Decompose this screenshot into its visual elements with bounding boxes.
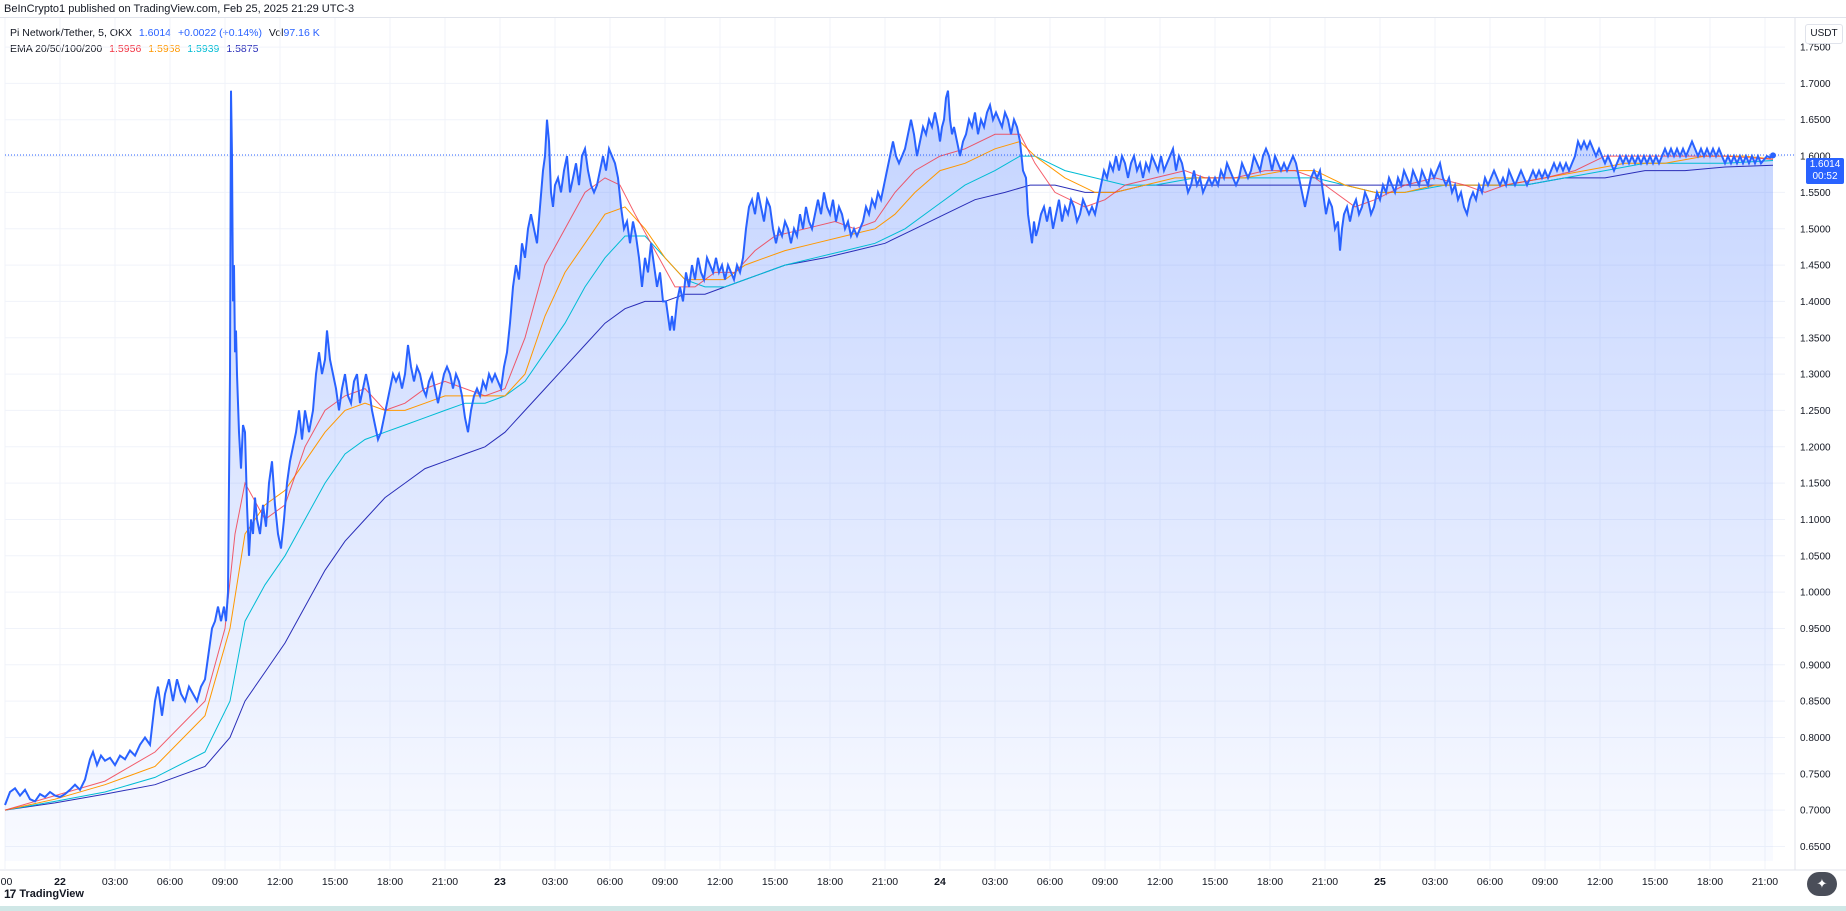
price-axis[interactable]: 0.6500 0.7000 0.7500 0.8000 0.8500 0.9000 0.95… [1800, 43, 1831, 853]
symbol-label[interactable]: Pi Network/Tether, 5, OKX [10, 27, 132, 39]
x-tick-label: 18:00 [1697, 876, 1723, 886]
y-tick-label: 1.2000 [1800, 442, 1831, 453]
ema50-value: 1.5958 [148, 43, 181, 55]
x-tick-label: 09:00 [652, 876, 678, 886]
x-tick-label: 15:00 [1202, 876, 1228, 886]
published-text: BeInCrypto1 published on TradingView.com… [4, 3, 355, 15]
x-tick-label: 09:00 [212, 876, 238, 886]
y-tick-label: 1.7500 [1800, 43, 1831, 54]
y-tick-label: 1.4500 [1800, 261, 1831, 272]
symbol-row[interactable]: Pi Network/Tether, 5, OKX 1.6014 +0.0022… [10, 25, 320, 41]
tradingview-logo-text: TradingView [19, 888, 84, 900]
published-header: BeInCrypto1 published on TradingView.com… [0, 0, 1846, 18]
x-tick-label: 12:00 [267, 876, 293, 886]
y-tick-label: 1.6000 [1800, 152, 1831, 163]
magic-wand-button[interactable]: ✦ [1807, 872, 1837, 896]
x-tick-label: 03:00 [1422, 876, 1448, 886]
x-tick-label: 06:00 [1037, 876, 1063, 886]
bar-countdown: 00:52 [1812, 171, 1838, 182]
x-tick-label: 18:00 [817, 876, 843, 886]
y-tick-label: 1.5500 [1800, 188, 1831, 199]
x-tick-label: 06:00 [597, 876, 623, 886]
price-area-fill [5, 90, 1773, 861]
y-tick-label: 1.0500 [1800, 551, 1831, 562]
x-tick-label: 06:00 [157, 876, 183, 886]
price-chart[interactable]: 0.6500 0.7000 0.7500 0.8000 0.8500 0.9000 0.95… [0, 18, 1846, 886]
x-tick-label: 15:00 [762, 876, 788, 886]
x-tick-label: 03:00 [542, 876, 568, 886]
bottom-strip [0, 906, 1846, 911]
y-tick-label: 1.1500 [1800, 479, 1831, 490]
y-tick-label: 1.1000 [1800, 515, 1831, 526]
tradingview-icon: 17 [4, 887, 16, 901]
y-tick-label: 0.7000 [1800, 806, 1831, 817]
x-tick-label: 23 [494, 876, 506, 886]
x-tick-label: 24 [934, 876, 946, 886]
x-tick-label: 12:00 [1587, 876, 1613, 886]
chart-legend: Pi Network/Tether, 5, OKX 1.6014 +0.0022… [10, 25, 320, 57]
y-tick-label: 0.9500 [1800, 624, 1831, 635]
y-tick-label: 1.4000 [1800, 297, 1831, 308]
ema50-line [4, 140, 1774, 811]
ema200-value: 1.5875 [226, 43, 259, 55]
y-tick-label: 1.6500 [1800, 115, 1831, 126]
x-tick-label: 12:00 [1147, 876, 1173, 886]
x-tick-label: 15:00 [322, 876, 348, 886]
y-tick-label: 1.5000 [1800, 224, 1831, 235]
ema-row[interactable]: EMA 20/50/100/200 1.5956 1.5958 1.5939 1… [10, 41, 320, 57]
y-tick-label: 0.9000 [1800, 660, 1831, 671]
price-line [4, 90, 1774, 806]
x-tick-label: 09:00 [1092, 876, 1118, 886]
time-axis[interactable]: :00 22 03:00 06:00 09:00 12:00 15:00 18:00 21:00… [0, 876, 1778, 886]
y-tick-label: 1.3000 [1800, 370, 1831, 381]
x-tick-label: 15:00 [1642, 876, 1668, 886]
y-tick-label: 0.6500 [1800, 842, 1831, 853]
x-tick-label: 03:00 [102, 876, 128, 886]
x-tick-label: 18:00 [377, 876, 403, 886]
x-tick-label: 21:00 [1752, 876, 1778, 886]
x-tick-label: 09:00 [1532, 876, 1558, 886]
ema100-value: 1.5939 [187, 43, 220, 55]
ema20-value: 1.5956 [109, 43, 142, 55]
x-tick-label: :00 [0, 876, 12, 886]
price-change: +0.0022 (+0.14%) [177, 27, 262, 39]
volume-value: 97.16 K [283, 27, 320, 39]
y-tick-label: 1.0000 [1800, 588, 1831, 599]
y-tick-label: 0.7500 [1800, 769, 1831, 780]
last-price: 1.6014 [138, 27, 172, 39]
y-tick-label: 1.7000 [1800, 79, 1831, 90]
x-tick-label: 03:00 [982, 876, 1008, 886]
current-price-tag: 1.6014 00:52 [1806, 158, 1844, 184]
tradingview-logo[interactable]: 17 TradingView [4, 887, 84, 901]
x-tick-label: 21:00 [1312, 876, 1338, 886]
x-tick-label: 06:00 [1477, 876, 1503, 886]
x-tick-label: 12:00 [707, 876, 733, 886]
last-price-dot [1770, 152, 1776, 159]
current-price-value: 1.6014 [1809, 159, 1841, 170]
x-tick-label: 22 [54, 876, 66, 886]
y-tick-label: 0.8500 [1800, 697, 1831, 708]
x-tick-label: 25 [1374, 876, 1386, 886]
magic-wand-icon: ✦ [1816, 876, 1828, 891]
y-tick-label: 1.2500 [1800, 406, 1831, 417]
y-tick-label: 0.8000 [1800, 733, 1831, 744]
x-tick-label: 21:00 [432, 876, 458, 886]
x-tick-label: 18:00 [1257, 876, 1283, 886]
x-tick-label: 21:00 [872, 876, 898, 886]
currency-button[interactable]: USDT [1805, 24, 1843, 44]
ema-label[interactable]: EMA 20/50/100/200 [10, 43, 103, 55]
y-tick-label: 1.3500 [1800, 333, 1831, 344]
